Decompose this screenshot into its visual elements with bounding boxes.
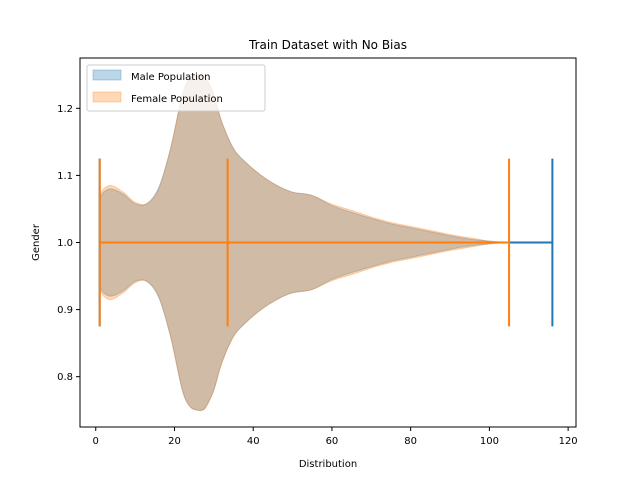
y-tick-label: 0.8 [57, 372, 73, 383]
legend: Male Population Female Population [86, 64, 266, 112]
x-tick-label: 120 [559, 436, 578, 447]
y-tick-label: 0.9 [57, 305, 73, 316]
legend-box [86, 64, 266, 112]
x-axis: 0 20 40 60 80 100 120 [93, 427, 578, 447]
x-tick-label: 80 [404, 436, 417, 447]
legend-label-male: Male Population [131, 72, 210, 83]
legend-swatch-male [92, 69, 122, 81]
y-tick-label: 1.1 [57, 171, 73, 182]
legend-label-female: Female Population [131, 94, 223, 105]
x-tick-label: 0 [93, 436, 99, 447]
x-tick-label: 100 [480, 436, 499, 447]
y-tick-label: 1.2 [57, 104, 73, 115]
y-axis: 0.8 0.9 1.0 1.1 1.2 [57, 104, 80, 383]
legend-swatch-female [92, 91, 122, 103]
x-tick-label: 40 [247, 436, 260, 447]
x-tick-label: 60 [326, 436, 339, 447]
x-axis-label: Distribution [299, 459, 357, 470]
y-tick-label: 1.0 [57, 238, 73, 249]
plot-area [98, 73, 554, 412]
y-axis-label: Gender [31, 223, 42, 261]
chart-title: Train Dataset with No Bias [248, 38, 407, 52]
x-tick-label: 20 [168, 436, 181, 447]
